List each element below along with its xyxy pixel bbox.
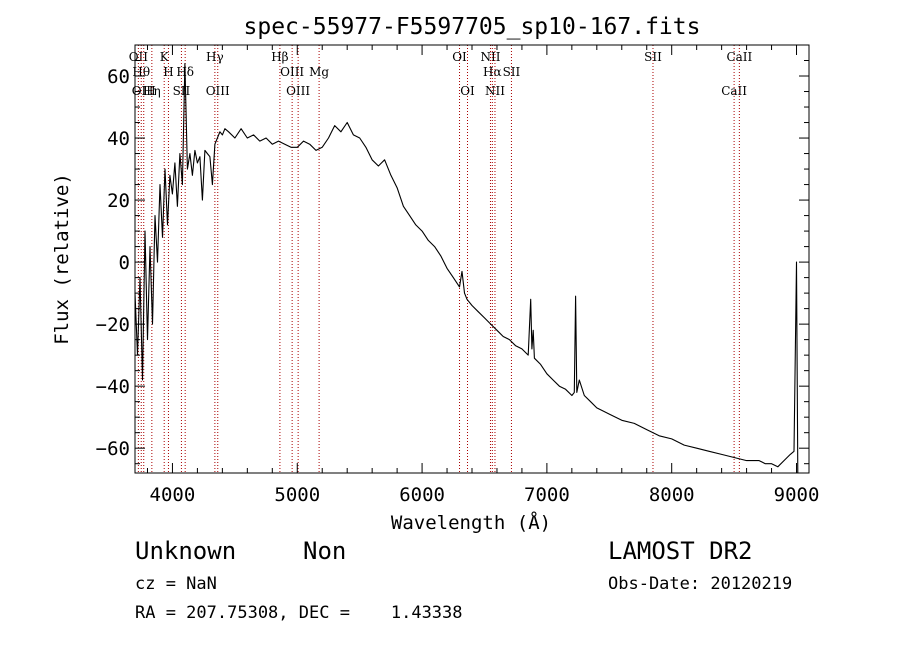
- marker-label-top-17: Hα: [483, 65, 502, 79]
- marker-label-bottom-21: CaII: [721, 84, 747, 98]
- x-tick-label-9000: 9000: [774, 484, 820, 506]
- marker-label-top-22: CaII: [726, 50, 752, 64]
- axis-ticks: 4000 5000 6000 7000 8000 9000 −60 −40 −20 0 20 40 60: [96, 44, 820, 506]
- marker-label-top-5: H: [163, 65, 173, 79]
- marker-label-top-8: Hγ: [206, 50, 224, 64]
- marker-label-bottom-6: SII: [173, 84, 191, 98]
- coordinates: RA = 207.75308, DEC = 1.43338: [135, 603, 463, 623]
- spectrum-line: [134, 63, 799, 474]
- observation-date: Obs-Date: 20120219: [608, 574, 793, 594]
- y-tick-label--40: −40: [96, 376, 130, 398]
- y-tick-label-20: 20: [107, 190, 130, 212]
- marker-label-bottom-9: OIII: [206, 84, 230, 98]
- y-tick-label--20: −20: [96, 314, 130, 336]
- x-tick-label-4000: 4000: [150, 484, 196, 506]
- chart-title: spec-55977-F5597705_sp10-167.fits: [244, 14, 701, 40]
- plot-frame: [134, 44, 810, 474]
- x-tick-label-5000: 5000: [274, 484, 320, 506]
- marker-label-bottom-3: Hη: [143, 84, 161, 98]
- marker-label-top-11: OIII: [280, 65, 304, 79]
- x-tick-label-7000: 7000: [524, 484, 570, 506]
- marker-label-top-0: OII: [129, 50, 149, 64]
- survey-name: LAMOST DR2: [608, 537, 753, 565]
- marker-label-top-20: SII: [644, 50, 662, 64]
- marker-label-top-16: NII: [480, 50, 500, 64]
- marker-label-bottom-2: OIII: [132, 84, 156, 98]
- marker-label-bottom-18: NII: [485, 84, 505, 98]
- object-subclass: Non: [303, 537, 347, 565]
- x-tick-label-8000: 8000: [649, 484, 695, 506]
- y-tick-label-0: 0: [119, 252, 130, 274]
- x-tick-label-6000: 6000: [399, 484, 445, 506]
- marker-label-bottom-12: OIII: [286, 84, 310, 98]
- spectrum-series: [134, 63, 799, 474]
- marker-label-top-10: Hβ: [271, 50, 288, 64]
- x-axis-label: Wavelength (Å): [391, 511, 551, 534]
- redshift-cz: cz = NaN: [135, 574, 217, 594]
- object-class: Unknown: [135, 537, 237, 565]
- y-tick-label-40: 40: [107, 128, 130, 150]
- marker-label-bottom-15: OI: [460, 84, 475, 98]
- emission-line-markers: OIIHθOIIIHηKHSIIHδHγOIIIHβOIIIOIIIMgOIOI…: [129, 45, 753, 473]
- y-tick-label--60: −60: [96, 438, 130, 460]
- marker-label-top-1: Hθ: [132, 65, 150, 79]
- y-tick-label-60: 60: [107, 66, 130, 88]
- marker-label-top-13: Mg: [309, 65, 329, 79]
- y-axis-label: Flux (relative): [51, 173, 73, 345]
- marker-label-top-14: OI: [452, 50, 467, 64]
- marker-label-top-4: K: [160, 50, 170, 64]
- marker-label-top-19: SII: [503, 65, 521, 79]
